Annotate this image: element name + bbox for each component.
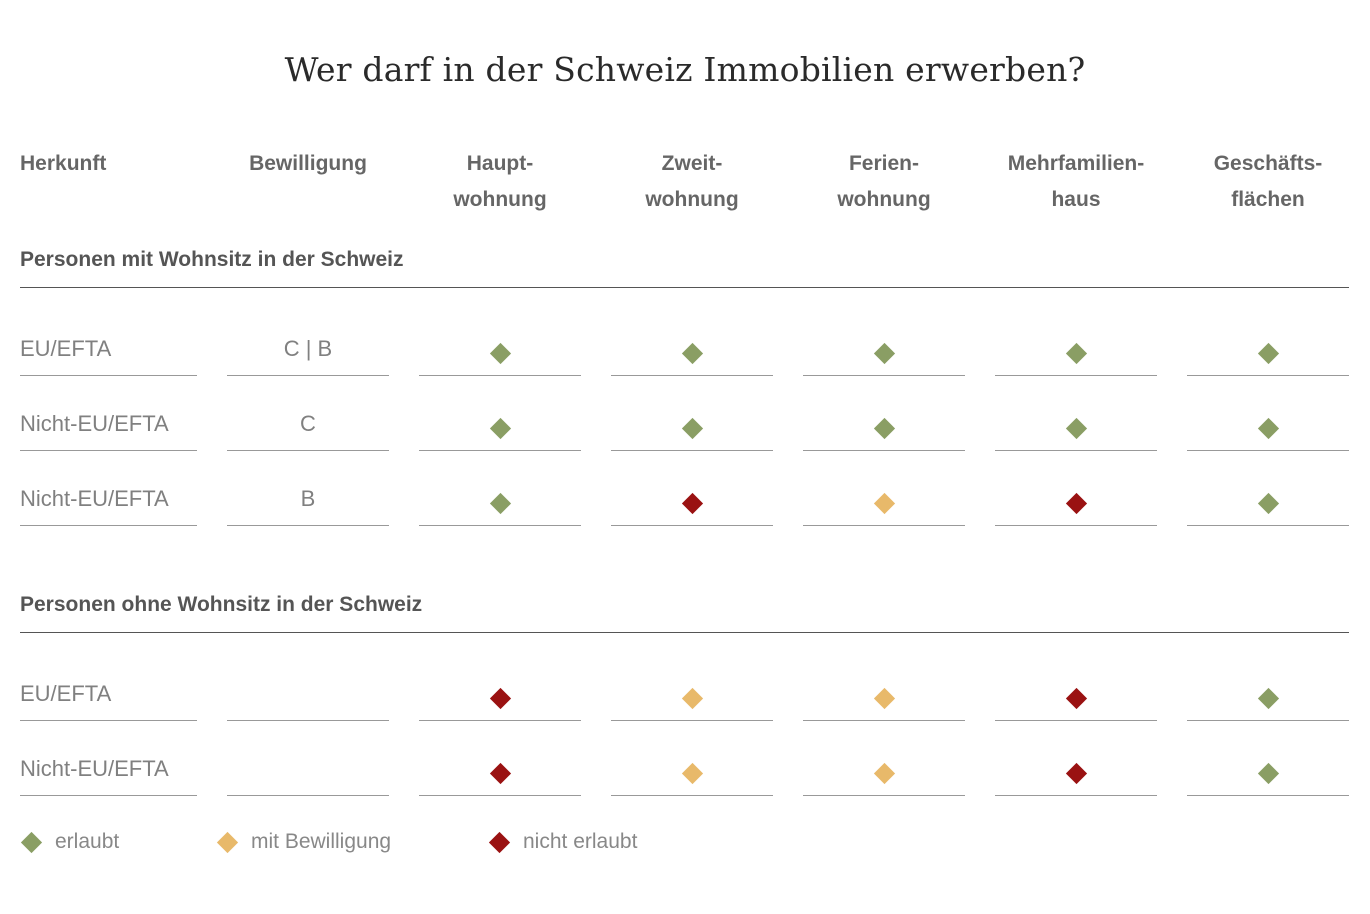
table-cell	[995, 410, 1157, 451]
table-cell	[611, 680, 773, 721]
table-cell	[995, 680, 1157, 721]
legend-label: nicht erlaubt	[523, 830, 638, 853]
table-cell	[611, 755, 773, 796]
herkunft-cell: Nicht-EU/EFTA	[20, 410, 197, 451]
table-cell	[611, 485, 773, 526]
bewilligung-cell: B	[227, 485, 389, 526]
table-cell	[995, 755, 1157, 796]
erlaubt-diamond-icon	[20, 831, 43, 853]
bewilligung-cell: C | B	[227, 335, 389, 376]
herkunft-cell: EU/EFTA	[20, 680, 197, 721]
section-label: Personen mit Wohnsitz in der Schweiz	[20, 248, 404, 271]
column-header: Mehrfamilien- haus	[1007, 152, 1145, 211]
legend-item: erlaubt	[20, 830, 119, 854]
table-cell	[803, 485, 965, 526]
legend-item: nicht erlaubt	[488, 830, 637, 854]
table-cell	[611, 410, 773, 451]
table-cell	[419, 410, 581, 451]
mit-bewilligung-diamond-icon	[216, 831, 239, 853]
herkunft-cell: Nicht-EU/EFTA	[20, 485, 197, 526]
column-header: Haupt- wohnung	[453, 152, 547, 211]
section-label: Personen ohne Wohnsitz in der Schweiz	[20, 593, 423, 616]
bewilligung-cell: C	[227, 410, 389, 451]
table-cell	[1187, 485, 1349, 526]
legend-item: mit Bewilligung	[216, 830, 391, 854]
table-cell	[419, 335, 581, 376]
table-cell	[803, 335, 965, 376]
column-header: Herkunft	[20, 152, 107, 175]
table-cell	[995, 485, 1157, 526]
herkunft-cell: EU/EFTA	[20, 335, 197, 376]
table-cell	[419, 485, 581, 526]
table-cell	[419, 680, 581, 721]
page-title: Wer darf in der Schweiz Immobilien erwer…	[284, 50, 1086, 89]
table-cell	[995, 335, 1157, 376]
legend-label: erlaubt	[55, 830, 120, 853]
table-cell	[611, 335, 773, 376]
table-cell	[1187, 335, 1349, 376]
table-cell	[803, 410, 965, 451]
column-header: Geschäfts- flächen	[1213, 152, 1323, 211]
legend-label: mit Bewilligung	[251, 830, 392, 853]
section-divider	[20, 632, 1349, 633]
bewilligung-cell	[227, 755, 389, 796]
column-header: Bewilligung	[249, 152, 367, 175]
table-cell	[419, 755, 581, 796]
column-header: Ferien- wohnung	[837, 152, 931, 211]
table-cell	[1187, 680, 1349, 721]
section-divider	[20, 287, 1349, 288]
table-cell	[1187, 755, 1349, 796]
table-cell	[1187, 410, 1349, 451]
column-header: Zweit- wohnung	[645, 152, 739, 211]
herkunft-cell: Nicht-EU/EFTA	[20, 755, 197, 796]
table-cell	[803, 755, 965, 796]
bewilligung-cell	[227, 680, 389, 721]
nicht-erlaubt-diamond-icon	[488, 831, 511, 853]
table-cell	[803, 680, 965, 721]
